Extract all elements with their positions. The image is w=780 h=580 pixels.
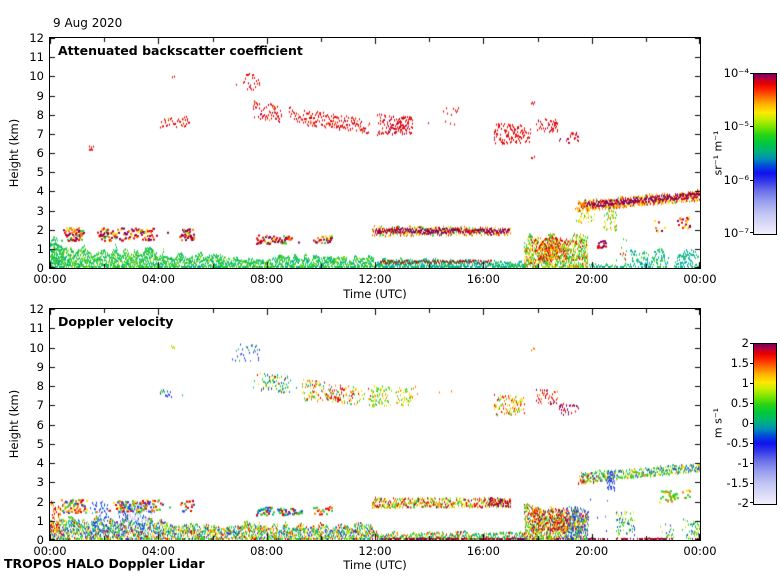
y-tick-label: 3 bbox=[36, 203, 44, 218]
y-tick-label: 11 bbox=[29, 50, 44, 65]
y-tick-label: 0 bbox=[36, 533, 44, 547]
y-tick-label: 1 bbox=[36, 513, 44, 528]
x-tick-label: 16:00 bbox=[466, 272, 500, 286]
backscatter-colorbar-unit: sr⁻¹ m⁻¹ bbox=[711, 130, 725, 176]
y-tick-label: 9 bbox=[36, 88, 44, 103]
colorbar-tick-mark bbox=[750, 73, 754, 74]
colorbar-tick-label: 2 bbox=[741, 336, 749, 350]
colorbar-tick-mark bbox=[750, 423, 754, 424]
y-tick-label: 5 bbox=[36, 165, 44, 180]
time-axis-label-velocity: Time (UTC) bbox=[343, 558, 407, 572]
x-tick-label: 00:00 bbox=[683, 544, 717, 558]
x-tick-label: 00:00 bbox=[683, 272, 717, 286]
colorbar-tick-label: -0.5 bbox=[726, 436, 749, 450]
y-tick-label: 2 bbox=[36, 494, 44, 509]
colorbar-tick-label: -2 bbox=[737, 496, 749, 510]
colorbar-tick-mark bbox=[750, 343, 754, 344]
y-tick-label: 5 bbox=[36, 436, 44, 451]
x-tick-label: 00:00 bbox=[33, 272, 67, 286]
credit-label: TROPOS HALO Doppler Lidar bbox=[4, 556, 205, 571]
velocity-title: Doppler velocity bbox=[58, 314, 174, 329]
colorbar-tick-label: 10⁻⁶ bbox=[723, 172, 749, 187]
colorbar-tick-label: 1 bbox=[741, 376, 749, 390]
y-tick-label: 11 bbox=[29, 321, 44, 336]
colorbar-tick-mark bbox=[750, 179, 754, 181]
colorbar-tick-label: -1.5 bbox=[726, 476, 749, 490]
backscatter-panel: Attenuated backscatter coefficient bbox=[49, 37, 701, 269]
x-tick-label: 08:00 bbox=[250, 272, 284, 286]
y-tick-label: 2 bbox=[36, 222, 44, 237]
y-tick-label: 7 bbox=[36, 398, 44, 413]
y-tick-label: 4 bbox=[36, 184, 44, 199]
x-tick-label: 20:00 bbox=[575, 272, 609, 286]
y-tick-label: 10 bbox=[29, 69, 44, 84]
colorbar-tick-label: 0 bbox=[741, 416, 749, 430]
y-tick-label: 8 bbox=[36, 379, 44, 393]
y-tick-label: 0 bbox=[36, 261, 44, 275]
date-label: 9 Aug 2020 bbox=[53, 16, 123, 30]
colorbar-tick-label: 10⁻⁵ bbox=[723, 119, 749, 134]
colorbar-tick-mark bbox=[750, 483, 754, 484]
x-tick-label: 00:00 bbox=[33, 544, 67, 558]
colorbar-tick-mark bbox=[750, 443, 754, 444]
colorbar-tick-mark bbox=[750, 363, 754, 364]
x-tick-label: 12:00 bbox=[358, 272, 392, 286]
colorbar-tick-mark bbox=[750, 232, 754, 233]
y-tick-label: 6 bbox=[36, 146, 44, 160]
colorbar-tick-label: 1.5 bbox=[730, 356, 749, 370]
y-tick-label: 12 bbox=[29, 31, 44, 45]
colorbar-tick-mark bbox=[750, 463, 754, 464]
velocity-panel: Doppler velocity bbox=[49, 308, 701, 541]
colorbar-tick-mark bbox=[750, 403, 754, 404]
backscatter-colorbar bbox=[753, 73, 777, 235]
x-tick-label: 12:00 bbox=[358, 544, 392, 558]
colorbar-tick-mark bbox=[750, 502, 754, 503]
y-tick-label: 7 bbox=[36, 126, 44, 141]
colorbar-tick-mark bbox=[750, 383, 754, 384]
colorbar-tick-label: 10⁻⁷ bbox=[723, 226, 749, 240]
y-tick-label: 12 bbox=[29, 302, 44, 316]
y-tick-label: 4 bbox=[36, 456, 44, 470]
colorbar-tick-label: 10⁻⁴ bbox=[723, 66, 749, 80]
x-tick-label: 08:00 bbox=[250, 544, 284, 558]
y-tick-label: 1 bbox=[36, 241, 44, 256]
y-tick-label: 9 bbox=[36, 359, 44, 374]
colorbar-tick-label: -1 bbox=[737, 456, 749, 470]
y-tick-label: 10 bbox=[29, 340, 44, 355]
colorbar-tick-label: 0.5 bbox=[730, 396, 749, 410]
time-axis-label-backscatter: Time (UTC) bbox=[343, 287, 407, 301]
backscatter-title: Attenuated backscatter coefficient bbox=[58, 43, 303, 58]
y-tick-label: 8 bbox=[36, 107, 44, 122]
backscatter-heatmap bbox=[50, 38, 700, 268]
velocity-heatmap bbox=[50, 309, 700, 540]
x-tick-label: 20:00 bbox=[575, 544, 609, 558]
x-tick-label: 04:00 bbox=[141, 544, 175, 558]
colorbar-tick-mark bbox=[750, 126, 754, 128]
x-tick-label: 04:00 bbox=[141, 272, 175, 286]
y-tick-label: 6 bbox=[36, 417, 44, 432]
velocity-colorbar bbox=[753, 343, 777, 505]
x-tick-label: 16:00 bbox=[466, 544, 500, 558]
y-tick-label: 3 bbox=[36, 475, 44, 490]
